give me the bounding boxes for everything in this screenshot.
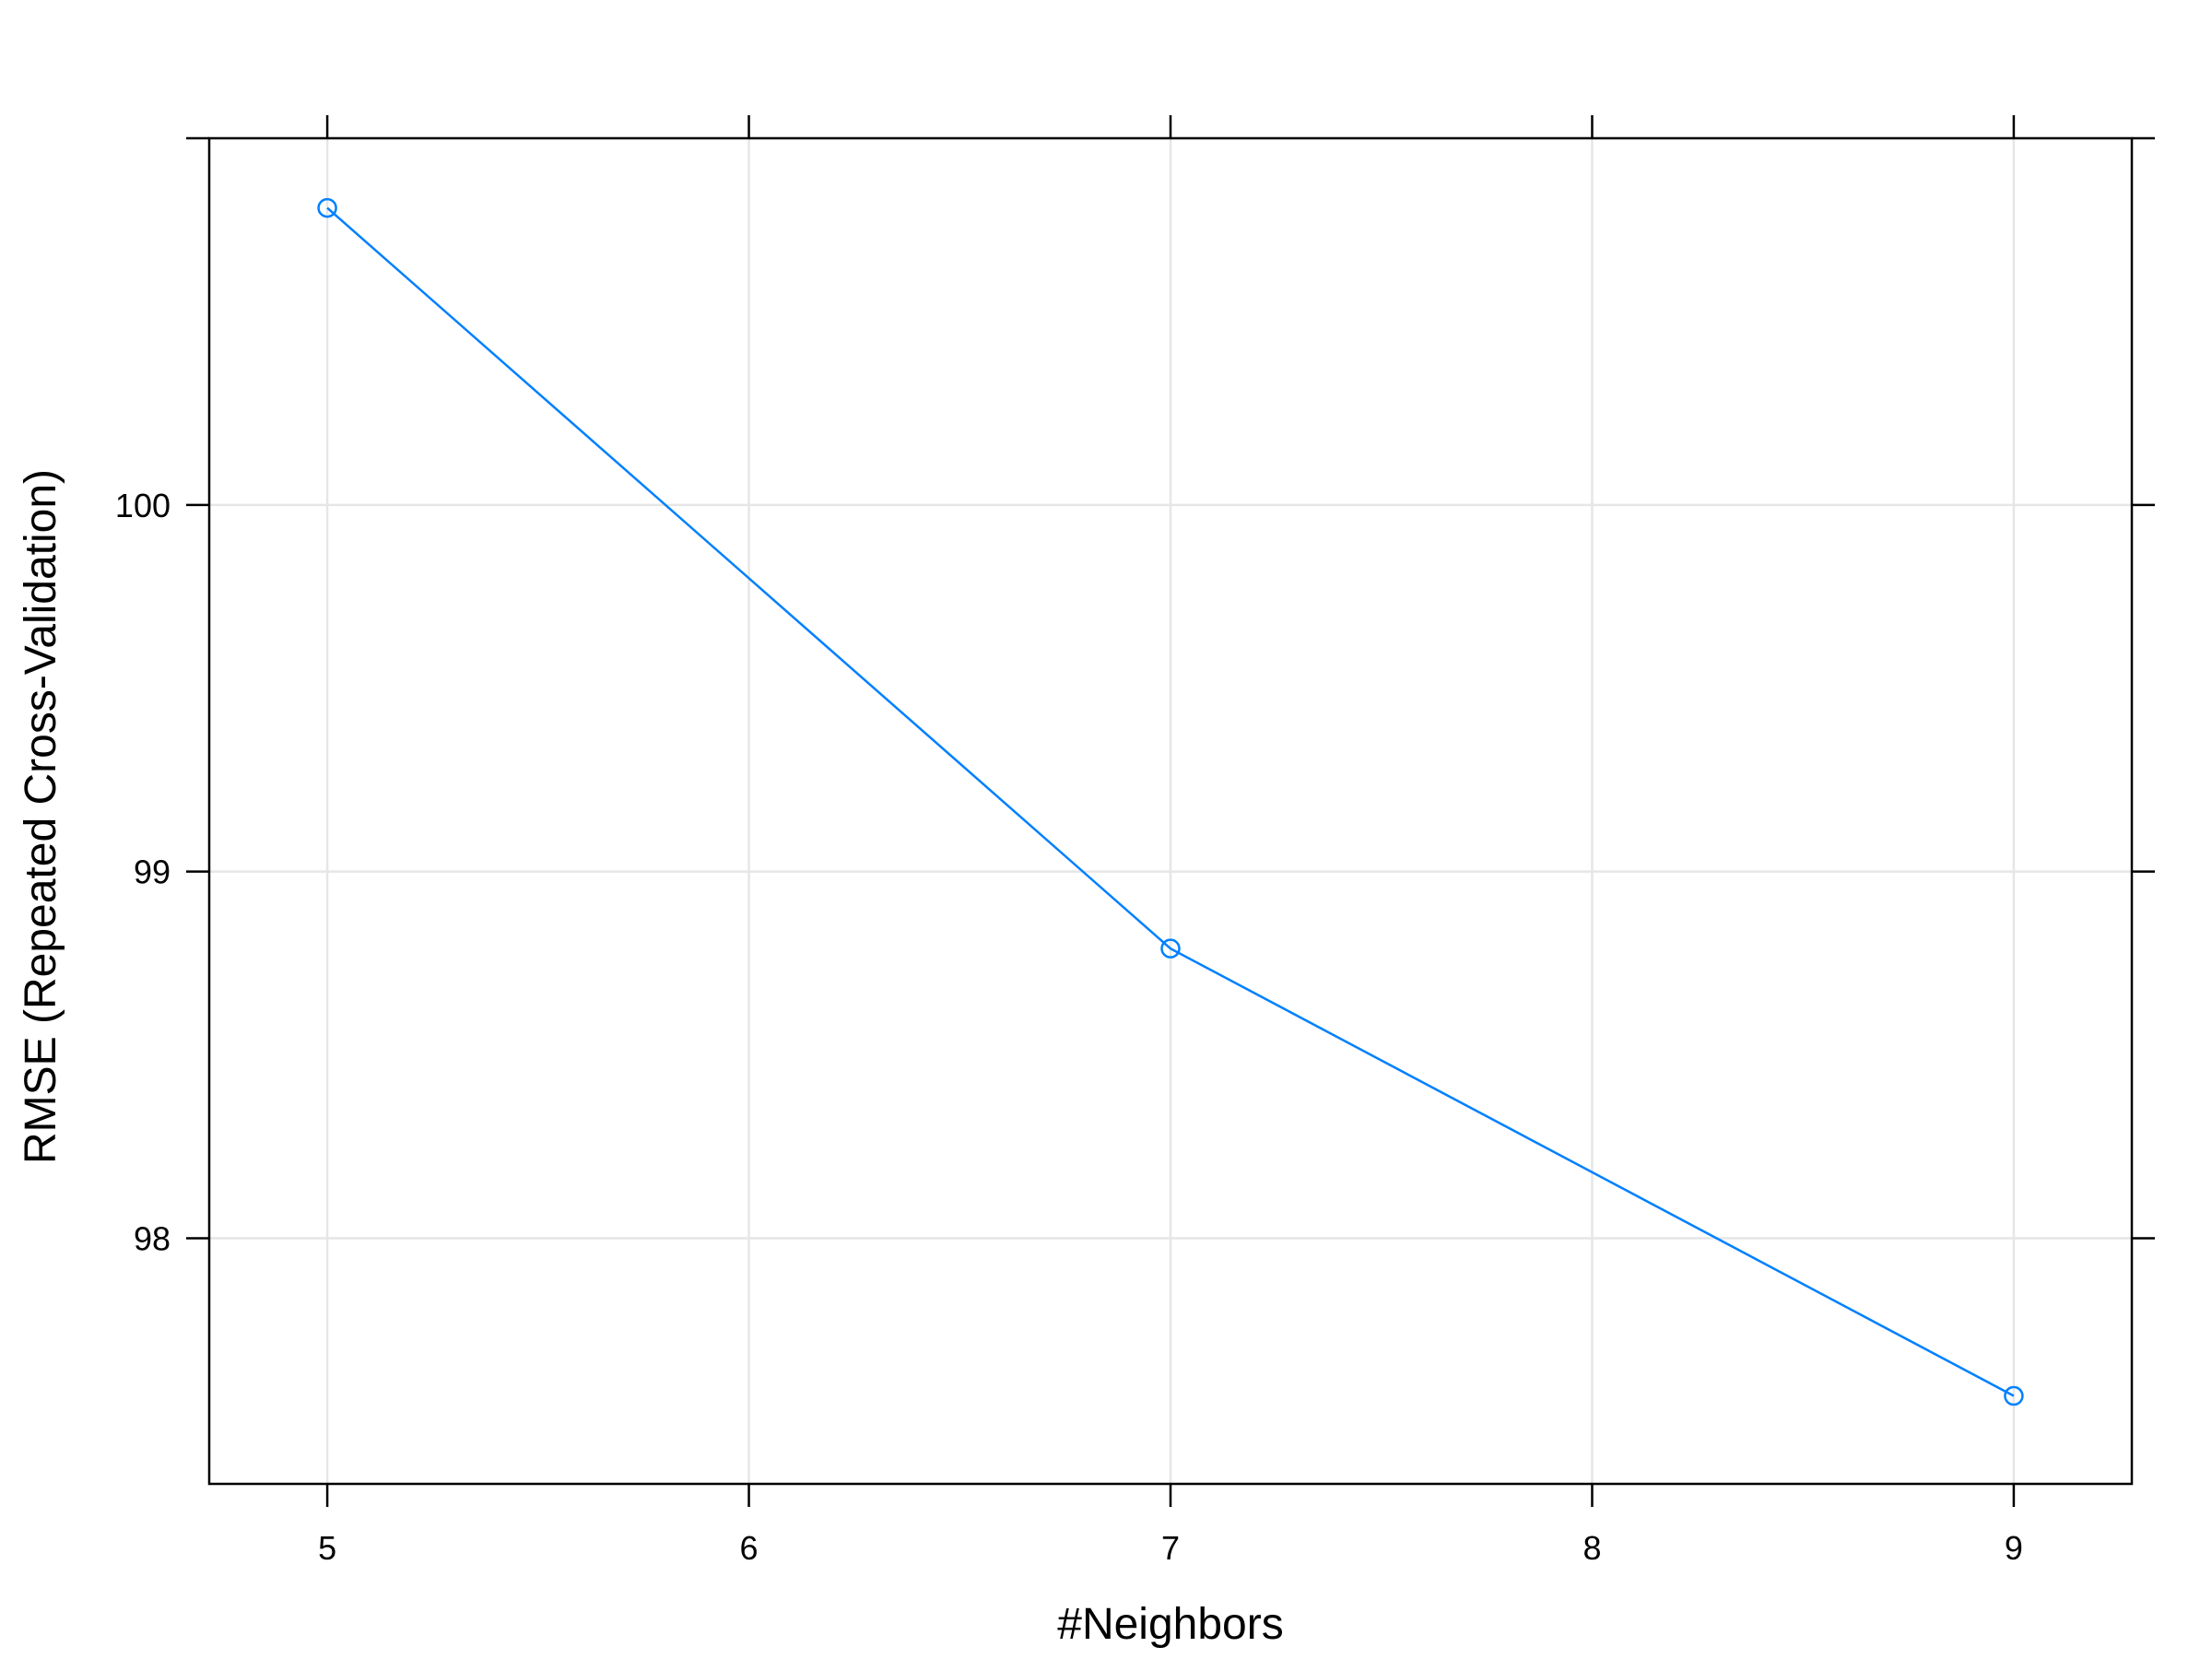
x-axis-title: #Neighbors bbox=[1057, 1600, 1283, 1649]
x-tick-label: 8 bbox=[1583, 1529, 1601, 1567]
y-tick-label: 99 bbox=[134, 853, 171, 891]
x-tick-label: 9 bbox=[2005, 1529, 2023, 1567]
x-tick-label: 7 bbox=[1161, 1529, 1180, 1567]
x-tick-label: 6 bbox=[740, 1529, 759, 1567]
y-tick-label: 98 bbox=[134, 1219, 171, 1257]
plot-frame bbox=[207, 136, 2134, 1486]
grid bbox=[209, 136, 2132, 1484]
axis-ticks bbox=[186, 115, 2155, 1507]
series bbox=[317, 197, 2024, 1406]
tick-labels: 5 6 7 8 9 98 99 100 bbox=[115, 487, 2023, 1567]
y-axis-title: RMSE (Repeated Cross-Validation) bbox=[17, 469, 65, 1164]
y-tick-label: 100 bbox=[115, 487, 171, 524]
data-point bbox=[1160, 938, 1181, 959]
x-tick-label: 5 bbox=[318, 1529, 336, 1567]
data-point bbox=[2004, 1385, 2024, 1406]
series-line bbox=[326, 206, 2015, 1397]
data-point bbox=[317, 197, 337, 218]
